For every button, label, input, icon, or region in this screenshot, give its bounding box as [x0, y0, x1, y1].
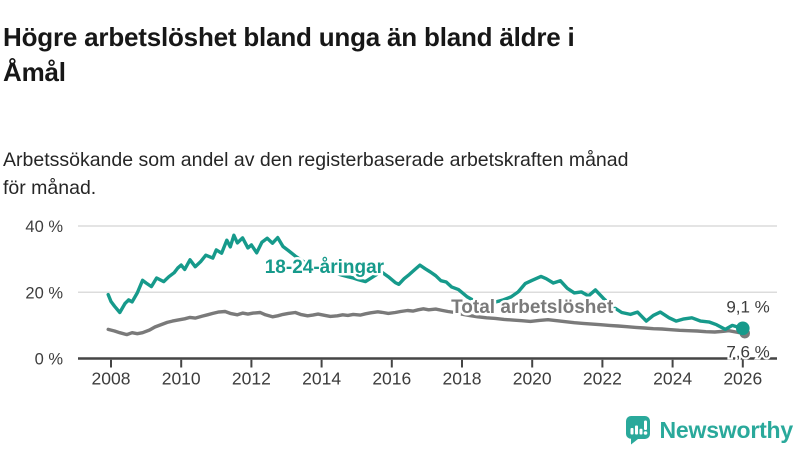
- series-label-total-arbetsl-shet: Total arbetslöshet: [451, 297, 614, 318]
- x-tick-label-2010: 2010: [162, 369, 201, 389]
- series-end-value-18-24-ringar: 9,1 %: [726, 297, 769, 316]
- page-title: Högre arbetslöshet bland unga än bland ä…: [3, 22, 575, 88]
- series-end-value-total-arbetsl-shet: 7,6 %: [726, 342, 769, 361]
- newsworthy-logo: Newsworthy: [625, 415, 793, 445]
- page-subtitle: Arbetssökande som andel av den registerb…: [3, 148, 629, 199]
- x-tick-label-2020: 2020: [513, 369, 552, 389]
- series-line-18-24-ringar: [106, 233, 745, 332]
- x-tick-label-2008: 2008: [92, 369, 131, 389]
- series-label-18-24-ringar: 18-24-åringar: [265, 257, 385, 278]
- y-tick-label-0: 0 %: [35, 351, 64, 369]
- x-tick-label-2016: 2016: [372, 369, 411, 389]
- x-tick-label-2018: 2018: [443, 369, 482, 389]
- x-tick-label-2024: 2024: [653, 369, 692, 389]
- newsworthy-wordmark: Newsworthy: [659, 416, 794, 443]
- x-tick-label-2012: 2012: [232, 369, 271, 389]
- series-line-total-arbetsl-shet: [106, 307, 745, 337]
- x-tick-label-2026: 2026: [723, 369, 762, 389]
- series-end-dot-18-24-ringar: [736, 321, 750, 336]
- x-tick-label-2022: 2022: [583, 369, 622, 389]
- bars-and-exclamation: [630, 420, 647, 435]
- y-tick-label-40: 40 %: [25, 218, 63, 236]
- y-tick-label-20: 20 %: [25, 284, 63, 302]
- bar-chart-pin-icon: [625, 416, 650, 445]
- x-tick-label-2014: 2014: [302, 369, 341, 389]
